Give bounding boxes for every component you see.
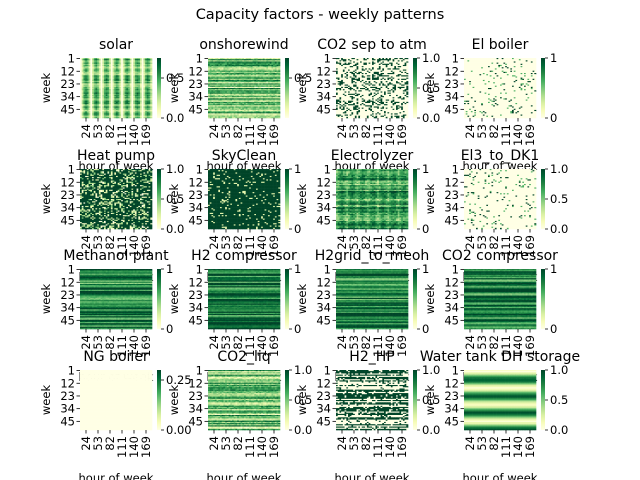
heatmap-cell bbox=[270, 117, 272, 118]
heatmap-cell bbox=[254, 117, 256, 118]
heatmap-cell bbox=[140, 117, 142, 118]
y-axis-label: week bbox=[167, 73, 181, 104]
heatmap-cell bbox=[239, 117, 241, 118]
heatmap-cell bbox=[126, 117, 128, 118]
heatmap-cell bbox=[223, 117, 225, 118]
heatmap-cell bbox=[116, 117, 118, 118]
heatmap-cell bbox=[247, 117, 249, 118]
heatmap-cell bbox=[266, 117, 268, 118]
heatmap-cell bbox=[234, 117, 236, 118]
heatmap-cell bbox=[235, 117, 237, 118]
heatmap-cell bbox=[258, 117, 260, 118]
heatmap-cell bbox=[111, 117, 113, 118]
heatmap-cell bbox=[83, 117, 85, 118]
heatmap-cell bbox=[138, 117, 140, 118]
heatmap-cell bbox=[150, 117, 152, 118]
heatmap-cell bbox=[256, 117, 258, 118]
heatmap-cell bbox=[241, 117, 243, 118]
heatmap-cell bbox=[220, 117, 222, 118]
heatmap-cell bbox=[229, 117, 231, 118]
y-tick-label: 45 bbox=[60, 102, 75, 116]
heatmap-cell bbox=[277, 117, 279, 118]
heatmap-cells bbox=[80, 58, 152, 118]
heatmap-cell bbox=[268, 117, 270, 118]
heatmap-cells bbox=[208, 58, 280, 118]
y-tick-label: 45 bbox=[188, 102, 203, 116]
heatmap-cell bbox=[242, 117, 244, 118]
heatmap-cell bbox=[265, 117, 267, 118]
heatmap-cell bbox=[107, 117, 109, 118]
heatmap-cell bbox=[123, 117, 125, 118]
heatmap-cell bbox=[130, 117, 132, 118]
panel-title: onshorewind bbox=[199, 37, 288, 53]
heatmap-cell bbox=[246, 117, 248, 118]
y-axis-label: week bbox=[39, 73, 53, 104]
heatmap-cell bbox=[142, 117, 144, 118]
heatmap-cell bbox=[271, 117, 273, 118]
heatmap-cell bbox=[118, 117, 120, 118]
heatmap-cells bbox=[336, 58, 408, 118]
heatmap-cell bbox=[263, 117, 265, 118]
heatmap-cell bbox=[113, 117, 115, 118]
heatmap-cell bbox=[99, 117, 101, 118]
heatmap-cell bbox=[101, 117, 103, 118]
heatmap-cell bbox=[82, 117, 84, 118]
heatmap-cell bbox=[119, 117, 121, 118]
heatmap-cell bbox=[90, 117, 92, 118]
heatmap-cell bbox=[210, 117, 212, 118]
x-tick-label: 169 bbox=[267, 124, 281, 146]
heatmap-cell bbox=[94, 117, 96, 118]
heatmap-cell bbox=[218, 117, 220, 118]
heatmap-cell bbox=[80, 117, 82, 118]
heatmap-cell bbox=[102, 117, 104, 118]
heatmap-cell bbox=[215, 117, 217, 118]
heatmap-cell bbox=[95, 117, 97, 118]
heatmap-cell bbox=[143, 117, 145, 118]
heatmap-cell bbox=[275, 117, 277, 118]
heatmap-cell bbox=[259, 117, 261, 118]
heatmap-cell bbox=[222, 117, 224, 118]
heatmap-cell bbox=[232, 117, 234, 118]
heatmap-cell bbox=[87, 117, 89, 118]
colorbar bbox=[285, 58, 289, 118]
heatmap-cell bbox=[128, 117, 130, 118]
heatmap-cell bbox=[227, 117, 229, 118]
heatmap-cell bbox=[135, 117, 137, 118]
heatmap-cell bbox=[208, 117, 210, 118]
heatmap-cell bbox=[131, 117, 133, 118]
x-tick-label: 169 bbox=[139, 124, 153, 146]
heatmap-cell bbox=[114, 117, 116, 118]
colorbar-tick-label: 0.0 bbox=[166, 111, 184, 125]
heatmap-cell bbox=[253, 117, 255, 118]
heatmap-cell bbox=[217, 117, 219, 118]
heatmap-cell bbox=[230, 117, 232, 118]
panel-title: solar bbox=[99, 37, 133, 53]
heatmap-cell bbox=[106, 117, 108, 118]
heatmap-cell bbox=[137, 117, 139, 118]
heatmap-cell bbox=[244, 117, 246, 118]
heatmap-cell bbox=[125, 117, 127, 118]
heatmap-cell bbox=[92, 117, 94, 118]
heatmap-cell bbox=[89, 117, 91, 118]
heatmap-cell bbox=[251, 117, 253, 118]
heatmap-cell bbox=[104, 117, 106, 118]
heatmap-cell bbox=[149, 117, 151, 118]
heatmap-cell bbox=[147, 117, 149, 118]
heatmap-cell bbox=[211, 117, 213, 118]
heatmap-cell bbox=[278, 117, 280, 118]
colorbar bbox=[157, 58, 161, 118]
